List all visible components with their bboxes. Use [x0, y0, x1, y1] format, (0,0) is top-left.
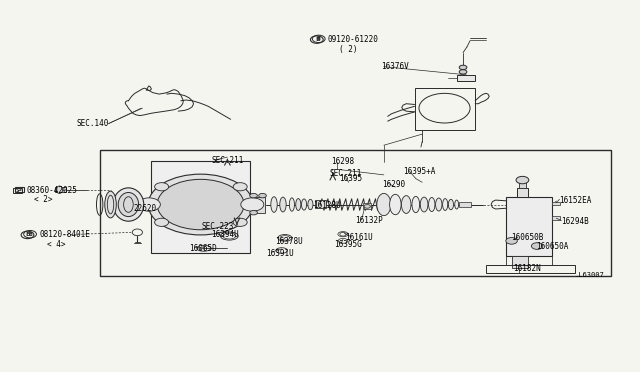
Text: 16376V: 16376V: [381, 62, 408, 71]
Bar: [364, 203, 371, 209]
Text: 160650A: 160650A: [536, 241, 568, 250]
Text: < 4>: < 4>: [47, 240, 65, 249]
Bar: [460, 202, 470, 207]
Ellipse shape: [390, 194, 401, 215]
Ellipse shape: [443, 199, 448, 211]
Text: S: S: [15, 188, 19, 193]
Circle shape: [531, 243, 543, 249]
Ellipse shape: [271, 197, 277, 212]
Bar: [315, 200, 326, 208]
Ellipse shape: [105, 191, 116, 218]
Ellipse shape: [308, 199, 313, 210]
Text: 16152EA: 16152EA: [559, 196, 592, 205]
Text: 16128U: 16128U: [314, 201, 341, 210]
Circle shape: [148, 174, 253, 235]
Circle shape: [460, 70, 467, 74]
Bar: [55, 187, 67, 192]
Bar: [516, 188, 528, 197]
Text: S: S: [17, 187, 21, 192]
Text: 16395: 16395: [339, 174, 362, 183]
Bar: [458, 75, 475, 81]
Text: .L63007: .L63007: [574, 272, 604, 278]
Circle shape: [233, 218, 247, 227]
Bar: [552, 217, 560, 220]
Text: B: B: [317, 36, 321, 41]
Ellipse shape: [113, 188, 144, 221]
Circle shape: [233, 183, 247, 191]
Bar: [15, 187, 24, 192]
Circle shape: [506, 237, 517, 244]
Circle shape: [138, 198, 161, 211]
Text: 16161U: 16161U: [346, 232, 373, 242]
Text: 08360-42025: 08360-42025: [26, 186, 77, 195]
Ellipse shape: [56, 186, 63, 193]
Bar: [519, 182, 525, 188]
Text: 16298: 16298: [332, 157, 355, 166]
Text: 08120-8401E: 08120-8401E: [39, 230, 90, 240]
Text: 22620: 22620: [134, 204, 157, 213]
Text: SEC.211: SEC.211: [330, 169, 362, 177]
Text: 16182N: 16182N: [513, 264, 541, 273]
Text: B: B: [315, 37, 320, 42]
Bar: [100, 150, 611, 276]
Text: SEC.140: SEC.140: [76, 119, 108, 128]
Text: 09120-61220: 09120-61220: [328, 35, 378, 44]
Ellipse shape: [436, 198, 442, 211]
Circle shape: [250, 211, 257, 215]
Ellipse shape: [296, 199, 301, 211]
Circle shape: [241, 198, 264, 211]
Bar: [415, 88, 475, 131]
Bar: [486, 265, 575, 273]
Text: 16294B: 16294B: [561, 217, 589, 226]
Text: 16395+A: 16395+A: [403, 167, 435, 176]
Circle shape: [460, 65, 467, 70]
Ellipse shape: [401, 196, 411, 214]
Ellipse shape: [289, 198, 294, 211]
Text: 16378U: 16378U: [275, 237, 303, 246]
Bar: [13, 188, 22, 193]
Ellipse shape: [429, 198, 435, 212]
Ellipse shape: [280, 197, 286, 212]
Ellipse shape: [420, 197, 428, 212]
Circle shape: [155, 218, 169, 227]
Ellipse shape: [377, 193, 391, 216]
Bar: [552, 202, 560, 205]
Circle shape: [250, 193, 257, 198]
Circle shape: [157, 179, 244, 230]
Text: 160650B: 160650B: [511, 233, 544, 243]
Ellipse shape: [118, 192, 139, 217]
Ellipse shape: [412, 196, 420, 213]
Bar: [251, 197, 265, 213]
Circle shape: [259, 193, 266, 198]
Text: ( 2): ( 2): [339, 45, 358, 54]
Text: 16132P: 16132P: [355, 216, 383, 225]
Text: B: B: [25, 232, 30, 237]
Text: B: B: [28, 232, 32, 237]
Text: SEC.211: SEC.211: [211, 155, 244, 164]
Bar: [151, 161, 250, 253]
Circle shape: [155, 183, 169, 191]
Text: 16065D: 16065D: [189, 244, 217, 253]
Circle shape: [364, 205, 371, 208]
Text: 16391U: 16391U: [266, 249, 294, 258]
Text: < 2>: < 2>: [34, 195, 52, 204]
Ellipse shape: [449, 199, 454, 210]
Text: SEC.223: SEC.223: [202, 221, 234, 231]
Ellipse shape: [301, 199, 307, 210]
Text: 16395G: 16395G: [334, 240, 362, 249]
Bar: [506, 197, 552, 256]
Text: 16394U: 16394U: [211, 230, 239, 240]
Circle shape: [516, 176, 529, 184]
Bar: [511, 256, 527, 267]
Ellipse shape: [455, 200, 459, 209]
Text: 16290: 16290: [383, 180, 406, 189]
